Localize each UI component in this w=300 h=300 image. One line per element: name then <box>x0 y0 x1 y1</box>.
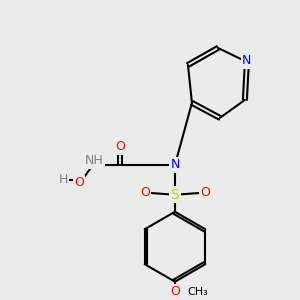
Text: O: O <box>200 186 210 199</box>
Text: N: N <box>242 54 252 68</box>
Text: N: N <box>170 158 180 171</box>
Text: O: O <box>140 186 150 199</box>
Text: CH₃: CH₃ <box>187 287 208 297</box>
Text: O: O <box>170 285 180 298</box>
Text: O: O <box>115 140 125 153</box>
Text: NH: NH <box>85 154 104 167</box>
Text: H: H <box>58 173 68 186</box>
Text: O: O <box>74 176 84 189</box>
Text: S: S <box>171 188 179 202</box>
